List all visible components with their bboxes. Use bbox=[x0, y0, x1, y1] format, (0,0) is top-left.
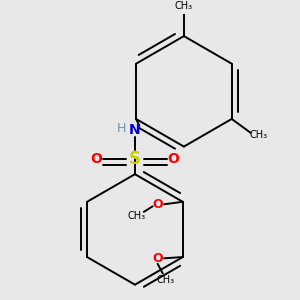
Text: CH₃: CH₃ bbox=[249, 130, 267, 140]
Text: O: O bbox=[167, 152, 179, 166]
Text: H: H bbox=[116, 122, 126, 136]
Text: O: O bbox=[152, 252, 163, 265]
Text: CH₃: CH₃ bbox=[156, 275, 174, 285]
Text: S: S bbox=[129, 150, 141, 168]
Text: CH₃: CH₃ bbox=[175, 2, 193, 11]
Text: O: O bbox=[91, 152, 102, 166]
Text: N: N bbox=[129, 123, 141, 137]
Text: CH₃: CH₃ bbox=[127, 211, 146, 220]
Text: O: O bbox=[152, 198, 163, 211]
